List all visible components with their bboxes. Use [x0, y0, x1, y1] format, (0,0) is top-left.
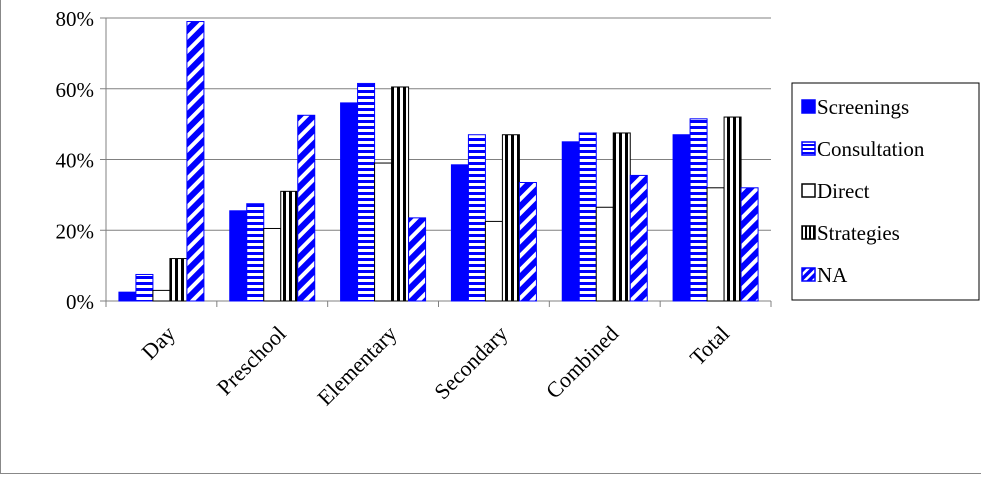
axes [105, 18, 772, 307]
bar-direct-secondary [484, 220, 503, 302]
legend-label-na: NA [817, 263, 848, 287]
x-tick-label: Preschool [212, 321, 291, 400]
grid-lines [100, 17, 771, 302]
bar-direct-combined [595, 206, 614, 302]
bar-consultation-preschool [246, 203, 265, 302]
bar-na-elementary [408, 217, 427, 302]
bar-consultation-secondary [467, 134, 486, 302]
bar-strategies-elementary [391, 86, 410, 302]
x-tick-labels: Day Preschool Elementary Secondary Combined T… [136, 321, 734, 410]
bar-strategies-day [169, 258, 188, 302]
x-tick-label: Combined [541, 321, 623, 403]
bar-screenings-day [118, 291, 137, 302]
bar-na-secondary [518, 181, 537, 302]
x-tick-label: Secondary [429, 321, 512, 404]
bar-na-combined [629, 174, 648, 302]
bar-na-day [186, 21, 205, 302]
legend-label-strategies: Strategies [817, 221, 900, 245]
legend-label-consultation: Consultation [817, 137, 925, 161]
legend-swatch-na [801, 267, 816, 282]
legend-label-direct: Direct [817, 179, 870, 203]
bar-screenings-elementary [340, 102, 359, 302]
bar-consultation-combined [578, 132, 597, 302]
bar-consultation-total [689, 118, 708, 302]
x-tick-label: Day [136, 321, 180, 365]
legend-swatch-consultation [801, 141, 816, 156]
x-tick-label: Elementary [312, 321, 401, 410]
x-tick-label: Total [685, 321, 734, 370]
y-tick-label: 80% [56, 7, 95, 31]
bar-consultation-elementary [357, 82, 376, 302]
bar-strategies-combined [612, 132, 631, 302]
bar-strategies-preschool [280, 190, 299, 302]
y-tick-label: 0% [66, 290, 94, 314]
bar-na-total [740, 187, 759, 302]
bar-direct-total [706, 187, 725, 302]
legend-swatch-screenings [801, 99, 816, 114]
y-tick-label: 40% [56, 149, 95, 173]
bar-screenings-total [672, 134, 691, 302]
bars [118, 21, 759, 302]
bar-direct-elementary [374, 162, 393, 302]
y-tick-labels: 0% 20% 40% 60% 80% [56, 7, 95, 314]
bar-direct-preschool [263, 227, 282, 302]
legend-swatch-direct [801, 183, 816, 198]
bar-strategies-secondary [501, 134, 520, 302]
bar-screenings-combined [561, 141, 580, 302]
y-tick-label: 60% [56, 78, 95, 102]
bar-consultation-day [135, 273, 154, 302]
y-tick-label: 20% [56, 219, 95, 243]
legend-swatch-strategies [801, 225, 816, 240]
bar-na-preschool [297, 114, 316, 302]
bar-strategies-total [723, 116, 742, 302]
bar-screenings-preschool [229, 210, 248, 302]
legend: Screenings Consultation Direct Strategies NA [791, 82, 980, 301]
legend-label-screenings: Screenings [817, 95, 909, 119]
bar-screenings-secondary [450, 164, 469, 302]
bar-direct-day [152, 289, 171, 302]
legend-box [791, 82, 980, 301]
